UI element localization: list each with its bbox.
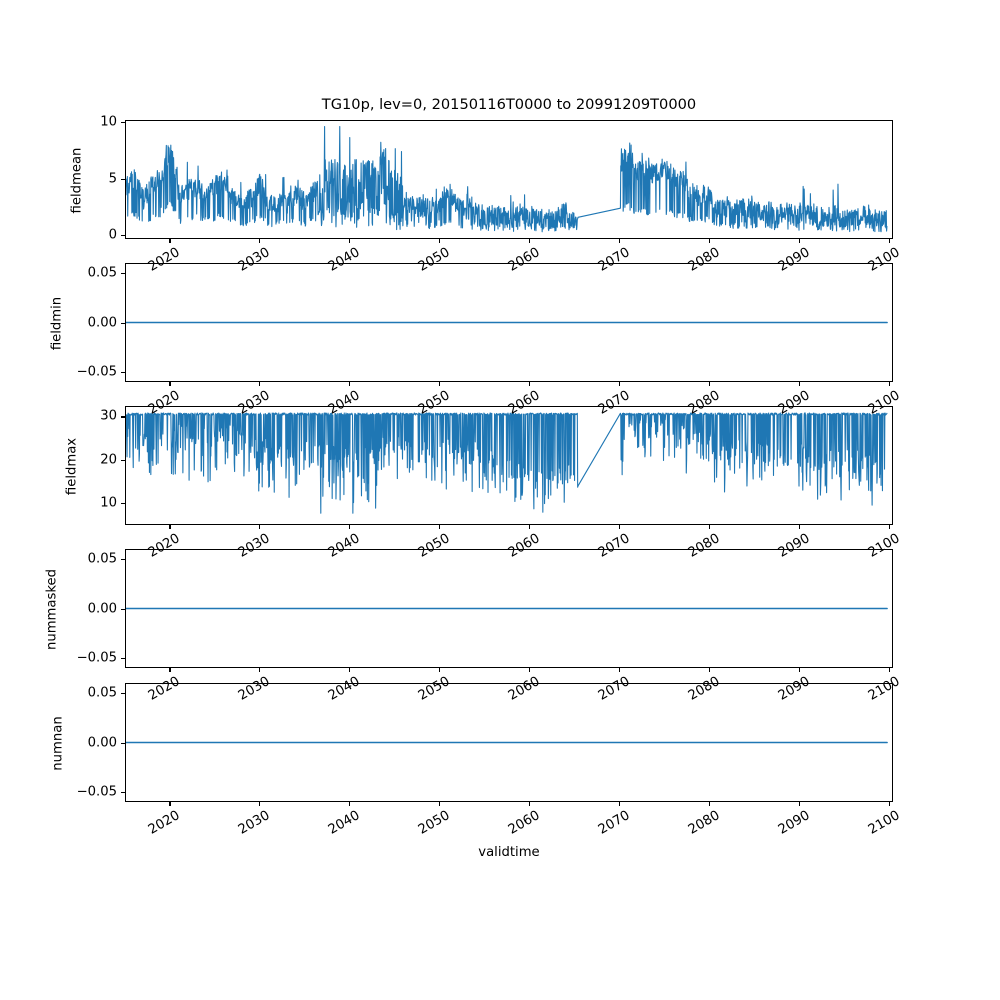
ytick-mark-fieldmin-2 bbox=[121, 272, 125, 274]
ytick-label-numnan-1: 0.00 bbox=[87, 735, 117, 750]
data-line-nummasked bbox=[126, 550, 892, 667]
axes-nummasked bbox=[125, 549, 893, 668]
ytick-label-nummasked-2: 0.05 bbox=[87, 551, 117, 567]
ytick-mark-nummasked-1 bbox=[121, 608, 125, 610]
axes-fieldmean bbox=[125, 120, 893, 239]
ytick-label-fieldmax-0: 10 bbox=[100, 495, 117, 511]
series-path-fieldmean bbox=[126, 127, 887, 232]
xtick-mark-p2-2 bbox=[349, 525, 351, 529]
data-line-numnan bbox=[126, 684, 892, 801]
axes-numnan bbox=[125, 683, 893, 802]
xtick-mark-p0-2 bbox=[349, 239, 351, 243]
figure-title: TG10p, lev=0, 20150116T0000 to 20991209T… bbox=[321, 96, 697, 113]
xtick-mark-p3-6 bbox=[708, 668, 710, 672]
ytick-label-fieldmin-1: 0.00 bbox=[87, 315, 117, 330]
xtick-mark-p2-8 bbox=[888, 525, 890, 529]
ytick-mark-fieldmax-0 bbox=[121, 503, 125, 505]
xtick-mark-p3-2 bbox=[349, 668, 351, 672]
ytick-mark-fieldmean-0 bbox=[121, 235, 125, 237]
plot-area-numnan bbox=[126, 684, 892, 801]
plot-area-fieldmax bbox=[126, 407, 892, 524]
series-path-fieldmax bbox=[126, 413, 887, 513]
xtick-mark-p1-7 bbox=[798, 382, 800, 386]
xtick-mark-p0-4 bbox=[528, 239, 531, 243]
xtick-mark-p4-3 bbox=[439, 802, 441, 806]
ytick-mark-nummasked-2 bbox=[121, 558, 125, 560]
xtick-mark-p3-7 bbox=[798, 668, 800, 672]
xtick-mark-p4-2 bbox=[349, 802, 351, 806]
xtick-mark-p1-4 bbox=[528, 382, 531, 386]
ytick-label-fieldmax-2: 30 bbox=[100, 408, 117, 424]
xtick-mark-p4-8 bbox=[888, 802, 890, 806]
xtick-mark-p1-5 bbox=[618, 382, 620, 386]
ytick-label-nummasked-1: 0.00 bbox=[87, 601, 117, 616]
ytick-label-numnan-2: 0.05 bbox=[87, 685, 117, 701]
xtick-mark-p1-6 bbox=[708, 382, 710, 386]
xtick-mark-p1-0 bbox=[169, 382, 171, 386]
ytick-label-fieldmin-0: −0.05 bbox=[76, 364, 117, 380]
data-line-fieldmin bbox=[126, 264, 892, 381]
xtick-mark-p0-3 bbox=[439, 239, 441, 243]
ytick-label-numnan-0: −0.05 bbox=[76, 784, 117, 800]
xtick-mark-p0-7 bbox=[798, 239, 800, 243]
xtick-mark-p1-8 bbox=[888, 382, 890, 386]
xtick-mark-p0-0 bbox=[169, 239, 171, 243]
xtick-mark-p2-1 bbox=[259, 525, 261, 529]
ytick-label-fieldmean-2: 10 bbox=[100, 114, 117, 130]
xtick-mark-p4-6 bbox=[708, 802, 710, 806]
xtick-mark-p4-7 bbox=[798, 802, 800, 806]
xtick-mark-p0-1 bbox=[259, 239, 261, 243]
xtick-mark-p3-3 bbox=[439, 668, 441, 672]
ytick-mark-numnan-0 bbox=[121, 792, 125, 794]
xlabel-validtime: validtime bbox=[478, 845, 540, 860]
xtick-mark-p3-5 bbox=[618, 668, 620, 672]
ytick-label-fieldmean-0: 0 bbox=[108, 227, 117, 243]
xtick-mark-p3-1 bbox=[259, 668, 261, 672]
xtick-mark-p4-0 bbox=[169, 802, 171, 806]
xtick-mark-p4-4 bbox=[528, 802, 531, 806]
ytick-mark-fieldmin-0 bbox=[121, 372, 125, 374]
xtick-mark-p3-4 bbox=[528, 668, 531, 672]
xtick-mark-p0-5 bbox=[618, 239, 620, 243]
xtick-mark-p1-2 bbox=[349, 382, 351, 386]
xtick-mark-p2-5 bbox=[618, 525, 620, 529]
ytick-label-fieldmax-1: 20 bbox=[100, 452, 117, 468]
plot-area-fieldmin bbox=[126, 264, 892, 381]
ytick-label-fieldmean-1: 5 bbox=[108, 171, 117, 187]
ytick-mark-nummasked-0 bbox=[121, 658, 125, 660]
xtick-mark-p2-6 bbox=[708, 525, 710, 529]
axes-fieldmax bbox=[125, 406, 893, 525]
xtick-mark-p1-3 bbox=[439, 382, 441, 386]
xtick-mark-p2-3 bbox=[439, 525, 441, 529]
ytick-mark-fieldmax-2 bbox=[121, 416, 125, 418]
xtick-mark-p3-0 bbox=[169, 668, 171, 672]
data-line-fieldmax bbox=[126, 407, 892, 524]
plot-area-fieldmean bbox=[126, 121, 892, 238]
plot-area-nummasked bbox=[126, 550, 892, 667]
ytick-mark-fieldmax-1 bbox=[121, 459, 125, 461]
xtick-mark-p4-5 bbox=[618, 802, 620, 806]
ytick-mark-fieldmin-1 bbox=[121, 322, 125, 324]
xtick-mark-p2-7 bbox=[798, 525, 800, 529]
xtick-mark-p2-0 bbox=[169, 525, 171, 529]
xtick-mark-p2-4 bbox=[528, 525, 531, 529]
xtick-mark-p0-8 bbox=[888, 239, 890, 243]
xtick-mark-p3-8 bbox=[888, 668, 890, 672]
ytick-mark-numnan-2 bbox=[121, 692, 125, 694]
ytick-label-nummasked-0: −0.05 bbox=[76, 650, 117, 666]
ytick-mark-numnan-1 bbox=[121, 742, 125, 744]
xtick-mark-p0-6 bbox=[708, 239, 710, 243]
axes-fieldmin bbox=[125, 263, 893, 382]
ytick-mark-fieldmean-2 bbox=[121, 122, 125, 124]
xtick-mark-p1-1 bbox=[259, 382, 261, 386]
ytick-label-fieldmin-2: 0.05 bbox=[87, 265, 117, 281]
data-line-fieldmean bbox=[126, 121, 892, 238]
ytick-mark-fieldmean-1 bbox=[121, 178, 125, 180]
xtick-mark-p4-1 bbox=[259, 802, 261, 806]
